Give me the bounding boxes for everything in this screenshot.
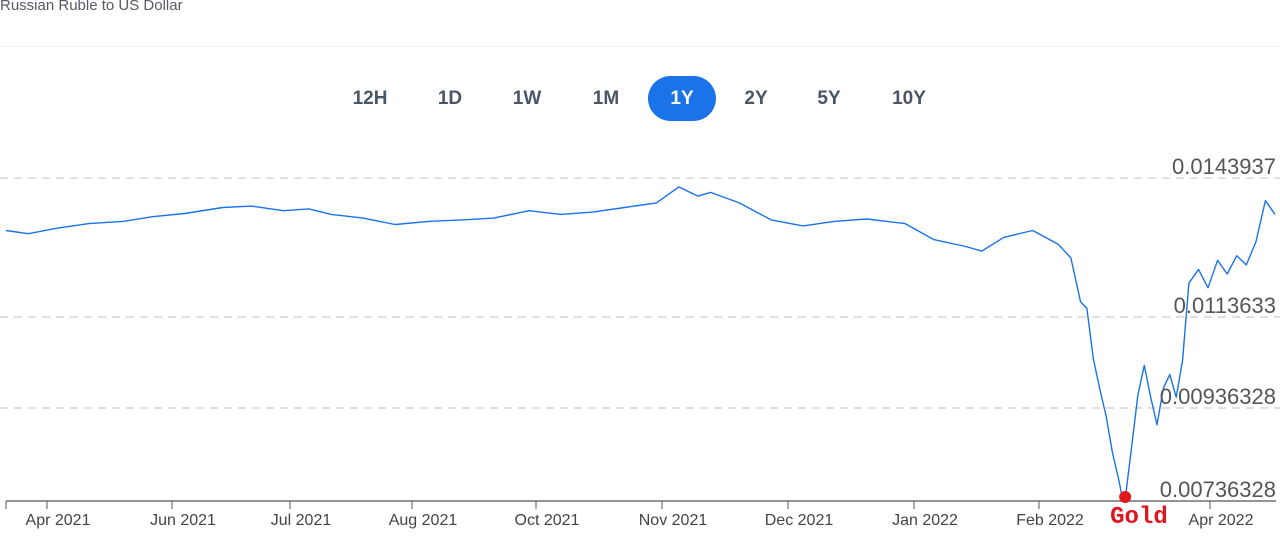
- range-button-1m[interactable]: 1M: [592, 88, 620, 109]
- range-button-1w[interactable]: 1W: [512, 88, 542, 109]
- range-button-1d[interactable]: 1D: [437, 88, 463, 109]
- range-button-5y[interactable]: 5Y: [817, 88, 841, 109]
- x-tick-label: Dec 2021: [765, 512, 834, 529]
- y-tick-label: 0.0113633: [1174, 293, 1276, 318]
- x-tick-label: Jul 2021: [271, 512, 332, 529]
- x-tick-label: Aug 2021: [389, 512, 458, 529]
- x-tick-label: Oct 2021: [515, 512, 580, 529]
- series-line: [5, 186, 1276, 501]
- annotation-marker: [1119, 491, 1132, 503]
- range-button-1y[interactable]: 1Y: [648, 76, 716, 121]
- annotation-label: Gold: [1110, 504, 1168, 531]
- y-tick-label: 0.00936328: [1160, 384, 1276, 409]
- range-button-12h[interactable]: 12H: [352, 88, 388, 109]
- x-tick-label: Jun 2021: [150, 512, 216, 529]
- x-tick-label: Nov 2021: [639, 512, 708, 529]
- x-tick-label: Apr 2022: [1189, 512, 1254, 529]
- header-divider: [0, 46, 1280, 47]
- range-button-2y[interactable]: 2Y: [744, 88, 768, 109]
- x-tick-label: Apr 2021: [26, 512, 91, 529]
- x-tick-label: Feb 2022: [1016, 512, 1084, 529]
- range-button-10y[interactable]: 10Y: [892, 88, 926, 109]
- x-tick-label: Jan 2022: [892, 512, 958, 529]
- page-title: Russian Ruble to US Dollar: [0, 0, 183, 14]
- y-tick-label: 0.0143937: [1172, 154, 1276, 179]
- y-tick-label: 0.00736328: [1160, 477, 1276, 502]
